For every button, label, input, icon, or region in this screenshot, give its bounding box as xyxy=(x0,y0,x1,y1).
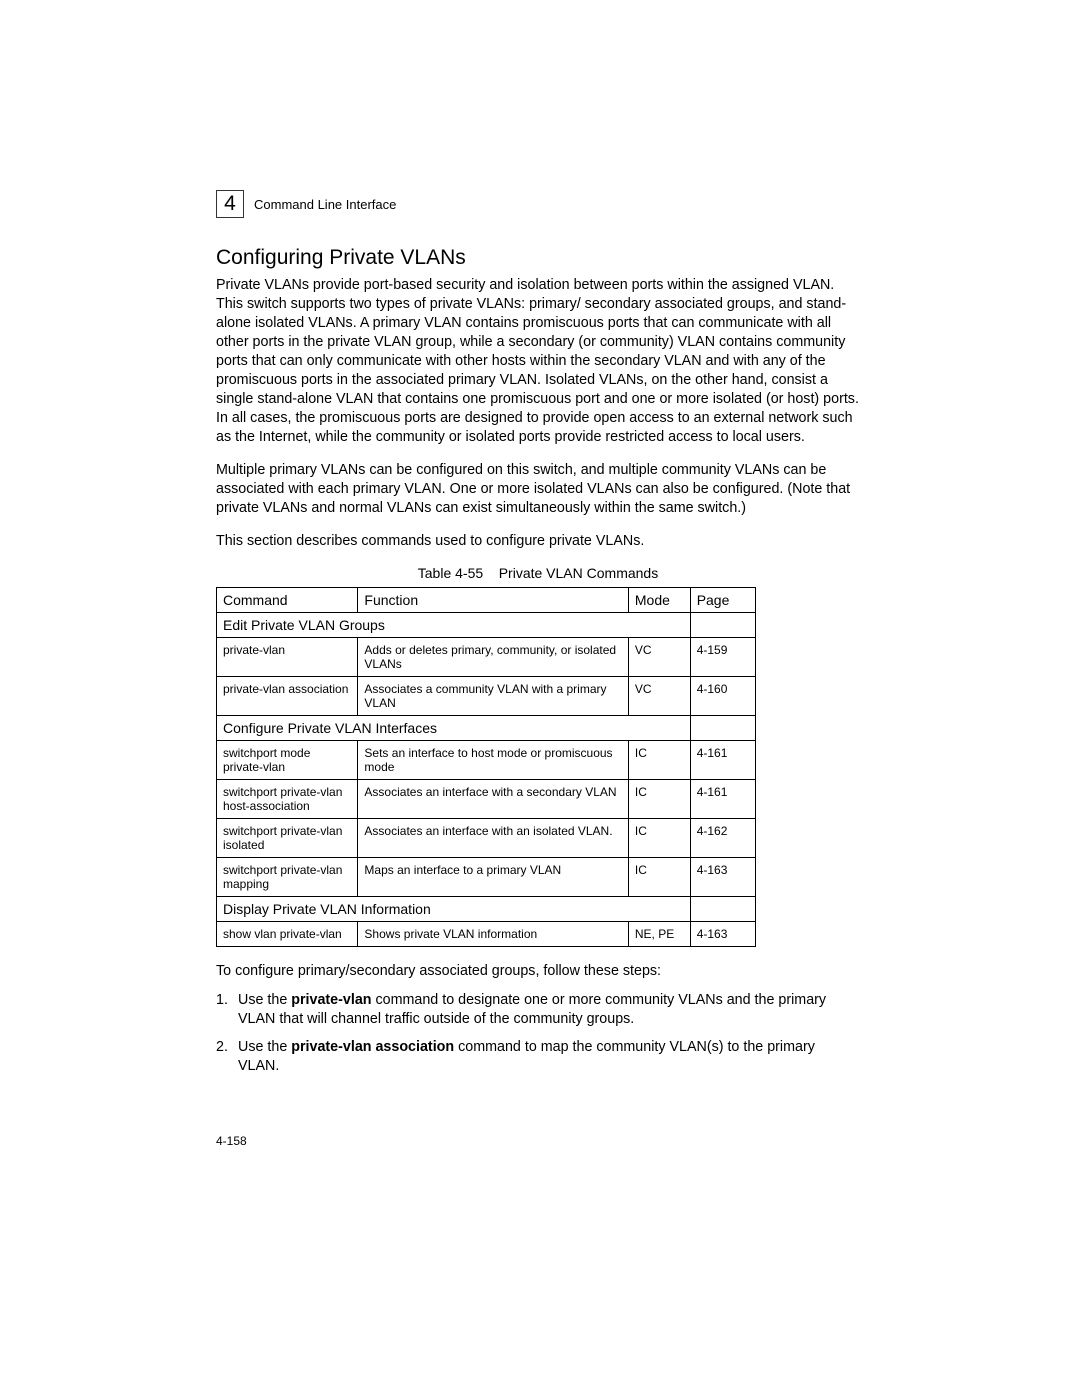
cell-mode: NE, PE xyxy=(628,922,690,947)
cell-function: Associates an interface with a secondary… xyxy=(358,780,628,819)
cell-mode: IC xyxy=(628,741,690,780)
table-row: private-vlan Adds or deletes primary, co… xyxy=(217,638,756,677)
cell-mode: IC xyxy=(628,819,690,858)
private-vlan-commands-table: Command Function Mode Page Edit Private … xyxy=(216,587,756,947)
step-item: 1. Use the private-vlan command to desig… xyxy=(216,991,860,1030)
step-item: 2. Use the private-vlan association comm… xyxy=(216,1038,860,1077)
step-list: 1. Use the private-vlan command to desig… xyxy=(216,991,860,1076)
cell-page: 4-159 xyxy=(690,638,755,677)
cell-mode: IC xyxy=(628,858,690,897)
chapter-number-box: 4 xyxy=(216,190,244,218)
group-label: Display Private VLAN Information xyxy=(217,897,691,922)
steps-intro: To configure primary/secondary associate… xyxy=(216,963,860,979)
table-group-row: Edit Private VLAN Groups xyxy=(217,613,756,638)
cell-mode: VC xyxy=(628,638,690,677)
table-group-row: Configure Private VLAN Interfaces xyxy=(217,716,756,741)
step-text: Use the private-vlan association command… xyxy=(238,1038,860,1077)
step-bold: private-vlan association xyxy=(291,1039,454,1055)
cell-function: Shows private VLAN information xyxy=(358,922,628,947)
table-caption-prefix: Table 4-55 xyxy=(418,565,483,581)
group-label: Configure Private VLAN Interfaces xyxy=(217,716,691,741)
cell-function: Associates a community VLAN with a prima… xyxy=(358,677,628,716)
cell-page: 4-162 xyxy=(690,819,755,858)
table-row: switchport mode private-vlan Sets an int… xyxy=(217,741,756,780)
group-empty xyxy=(690,897,755,922)
body-paragraph-1: Private VLANs provide port-based securit… xyxy=(216,276,860,447)
table-row: show vlan private-vlan Shows private VLA… xyxy=(217,922,756,947)
cell-page: 4-163 xyxy=(690,858,755,897)
chapter-label: Command Line Interface xyxy=(254,197,396,212)
table-caption: Table 4-55 Private VLAN Commands xyxy=(216,565,860,581)
cell-command: switchport private-vlan mapping xyxy=(217,858,358,897)
cell-command: switchport private-vlan host-association xyxy=(217,780,358,819)
cell-page: 4-161 xyxy=(690,780,755,819)
cell-function: Sets an interface to host mode or promis… xyxy=(358,741,628,780)
cell-page: 4-161 xyxy=(690,741,755,780)
cell-command: private-vlan xyxy=(217,638,358,677)
table-row: private-vlan association Associates a co… xyxy=(217,677,756,716)
table-row: switchport private-vlan isolated Associa… xyxy=(217,819,756,858)
group-empty xyxy=(690,716,755,741)
body-paragraph-2: Multiple primary VLANs can be configured… xyxy=(216,461,860,518)
cell-mode: VC xyxy=(628,677,690,716)
header-command: Command xyxy=(217,588,358,613)
table-caption-title: Private VLAN Commands xyxy=(499,565,659,581)
table-row: switchport private-vlan mapping Maps an … xyxy=(217,858,756,897)
body-paragraph-3: This section describes commands used to … xyxy=(216,532,860,551)
step-text: Use the private-vlan command to designat… xyxy=(238,991,860,1030)
table-group-row: Display Private VLAN Information xyxy=(217,897,756,922)
cell-page: 4-163 xyxy=(690,922,755,947)
cell-function: Associates an interface with an isolated… xyxy=(358,819,628,858)
section-title: Configuring Private VLANs xyxy=(216,246,860,270)
cell-function: Maps an interface to a primary VLAN xyxy=(358,858,628,897)
cell-mode: IC xyxy=(628,780,690,819)
cell-command: private-vlan association xyxy=(217,677,358,716)
cell-function: Adds or deletes primary, community, or i… xyxy=(358,638,628,677)
table-row: switchport private-vlan host-association… xyxy=(217,780,756,819)
cell-page: 4-160 xyxy=(690,677,755,716)
page-number: 4-158 xyxy=(216,1134,860,1148)
table-header-row: Command Function Mode Page xyxy=(217,588,756,613)
cell-command: switchport mode private-vlan xyxy=(217,741,358,780)
step-number: 2. xyxy=(216,1038,238,1077)
chapter-header: 4 Command Line Interface xyxy=(216,190,860,218)
cell-command: show vlan private-vlan xyxy=(217,922,358,947)
cell-command: switchport private-vlan isolated xyxy=(217,819,358,858)
group-empty xyxy=(690,613,755,638)
header-function: Function xyxy=(358,588,628,613)
step-number: 1. xyxy=(216,991,238,1030)
chapter-number: 4 xyxy=(224,192,236,216)
header-page: Page xyxy=(690,588,755,613)
group-label: Edit Private VLAN Groups xyxy=(217,613,691,638)
header-mode: Mode xyxy=(628,588,690,613)
step-bold: private-vlan xyxy=(291,992,371,1008)
